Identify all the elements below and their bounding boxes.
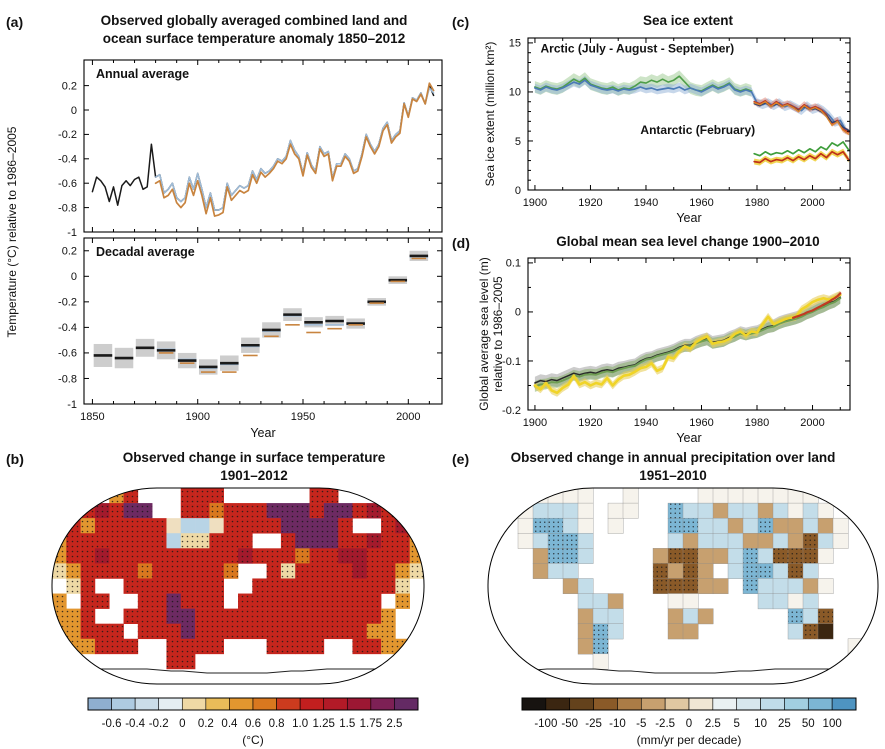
svg-text:15: 15 xyxy=(509,38,521,50)
svg-text:-0.6: -0.6 xyxy=(102,718,122,730)
panel-b-title: Observed change in surface temperature 19… xyxy=(122,450,386,483)
svg-text:0.8: 0.8 xyxy=(269,718,285,730)
svg-text:1850: 1850 xyxy=(80,411,104,423)
sea-level-chart: 1900 1920 1940 1960 1980 2000 0.1 0 -0.1 -0.2 Year… xyxy=(477,257,851,445)
panel-a-label: (a) xyxy=(6,14,24,30)
svg-text:relative to 1986–2005: relative to 1986–2005 xyxy=(491,276,505,392)
svg-text:-50: -50 xyxy=(561,718,578,730)
svg-text:100: 100 xyxy=(823,718,842,730)
svg-text:Global average sea level (m): Global average sea level (m) xyxy=(477,257,491,410)
svg-text:0: 0 xyxy=(515,307,521,319)
svg-text:(mm/yr per decade): (mm/yr per decade) xyxy=(637,733,742,747)
svg-text:-100: -100 xyxy=(534,718,557,730)
svg-text:-0.2: -0.2 xyxy=(58,129,77,141)
svg-text:5: 5 xyxy=(734,718,740,730)
panel-c-title: Sea ice extent xyxy=(642,13,734,28)
svg-text:5: 5 xyxy=(515,136,521,148)
svg-text:-0.8: -0.8 xyxy=(58,202,77,214)
svg-text:50: 50 xyxy=(802,718,815,730)
svg-text:0: 0 xyxy=(71,271,77,283)
temperature-colorbar: -0.6 -0.4 -0.2 0 0.2 0.4 0.6 0.8 1.0 1.25 1.5 1.75 2… xyxy=(87,697,419,747)
panel-d-title: Global mean sea level change 1900–2010 xyxy=(556,234,820,249)
svg-text:-2.5: -2.5 xyxy=(655,718,675,730)
svg-text:1920: 1920 xyxy=(578,197,602,209)
sea-ice-extent-chart: 1900 1920 1940 1960 1980 2000 0 5 10 15 Arctic (Ju… xyxy=(483,37,851,225)
svg-text:-0.1: -0.1 xyxy=(502,356,521,368)
svg-text:Arctic (July - August - Septem: Arctic (July - August - September) xyxy=(540,42,734,56)
svg-text:Sea ice extent (million km²): Sea ice extent (million km²) xyxy=(483,42,497,187)
svg-text:(°C): (°C) xyxy=(242,733,263,747)
svg-text:-0.2: -0.2 xyxy=(149,718,169,730)
svg-text:1.75: 1.75 xyxy=(360,718,382,730)
svg-text:-10: -10 xyxy=(609,718,626,730)
svg-text:Decadal average: Decadal average xyxy=(96,245,195,259)
svg-text:0.1: 0.1 xyxy=(506,258,521,270)
svg-text:0: 0 xyxy=(515,185,521,197)
svg-text:0.2: 0.2 xyxy=(62,80,77,92)
svg-text:2.5: 2.5 xyxy=(386,718,402,730)
svg-text:10: 10 xyxy=(509,87,521,99)
svg-text:-0.2: -0.2 xyxy=(58,297,77,309)
svg-text:Antarctic (February): Antarctic (February) xyxy=(640,123,755,137)
svg-text:0.2: 0.2 xyxy=(198,718,214,730)
svg-text:1940: 1940 xyxy=(634,197,658,209)
panel-d-label: (d) xyxy=(452,235,470,251)
temperature-anomaly-chart: 0.2 0 -0.2 -0.4 -0.6 -0.8 -1 Annual average 1850… xyxy=(5,59,443,440)
svg-text:-1: -1 xyxy=(67,399,77,411)
svg-text:Annual average: Annual average xyxy=(96,67,189,81)
svg-text:1960: 1960 xyxy=(689,197,713,209)
svg-text:1900: 1900 xyxy=(523,417,547,429)
svg-text:Year: Year xyxy=(250,426,275,440)
svg-text:0: 0 xyxy=(71,105,77,117)
svg-text:0.4: 0.4 xyxy=(221,718,238,730)
svg-text:1950: 1950 xyxy=(291,411,315,423)
svg-text:25: 25 xyxy=(778,718,791,730)
svg-text:1.0: 1.0 xyxy=(292,718,308,730)
panel-e-label: (e) xyxy=(452,451,470,467)
svg-text:2000: 2000 xyxy=(800,417,824,429)
svg-text:Year: Year xyxy=(676,431,701,445)
svg-text:0.6: 0.6 xyxy=(245,718,261,730)
svg-text:1900: 1900 xyxy=(523,197,547,209)
svg-text:-1: -1 xyxy=(67,227,77,239)
svg-text:1.5: 1.5 xyxy=(339,718,355,730)
svg-text:-0.4: -0.4 xyxy=(125,718,145,730)
svg-text:-25: -25 xyxy=(585,718,602,730)
svg-text:-5: -5 xyxy=(636,718,646,730)
svg-text:1900: 1900 xyxy=(185,411,209,423)
svg-text:-0.4: -0.4 xyxy=(58,322,77,334)
svg-text:1980: 1980 xyxy=(745,197,769,209)
svg-text:1.25: 1.25 xyxy=(313,718,335,730)
svg-text:0.2: 0.2 xyxy=(62,246,77,258)
panel-b-label: (b) xyxy=(6,451,24,467)
precipitation-colorbar: -100 -50 -25 -10 -5 -2.5 0 2.5 5 10 25 50 100 (mm/yr … xyxy=(521,697,857,747)
svg-text:-0.4: -0.4 xyxy=(58,154,77,166)
precipitation-map xyxy=(487,487,879,685)
panel-c-label: (c) xyxy=(452,14,470,30)
svg-text:0: 0 xyxy=(179,718,185,730)
svg-text:0: 0 xyxy=(686,718,692,730)
svg-text:1920: 1920 xyxy=(578,417,602,429)
svg-text:-0.8: -0.8 xyxy=(58,373,77,385)
svg-text:2000: 2000 xyxy=(800,197,824,209)
svg-text:1960: 1960 xyxy=(689,417,713,429)
panel-e-title: Observed change in annual precipitation … xyxy=(510,450,836,483)
svg-text:2.5: 2.5 xyxy=(705,718,721,730)
surface-temperature-map xyxy=(51,487,425,685)
svg-text:-0.2: -0.2 xyxy=(502,405,521,417)
svg-text:1980: 1980 xyxy=(745,417,769,429)
svg-text:-0.6: -0.6 xyxy=(58,178,77,190)
svg-text:10: 10 xyxy=(754,718,767,730)
svg-text:-0.6: -0.6 xyxy=(58,348,77,360)
svg-text:Year: Year xyxy=(676,211,701,225)
panel-a-title: Observed globally averaged combined land… xyxy=(100,13,408,46)
svg-text:1940: 1940 xyxy=(634,417,658,429)
svg-text:2000: 2000 xyxy=(396,411,420,423)
svg-text:Temperature (°C) relative to 1: Temperature (°C) relative to 1986–2005 xyxy=(5,126,19,337)
